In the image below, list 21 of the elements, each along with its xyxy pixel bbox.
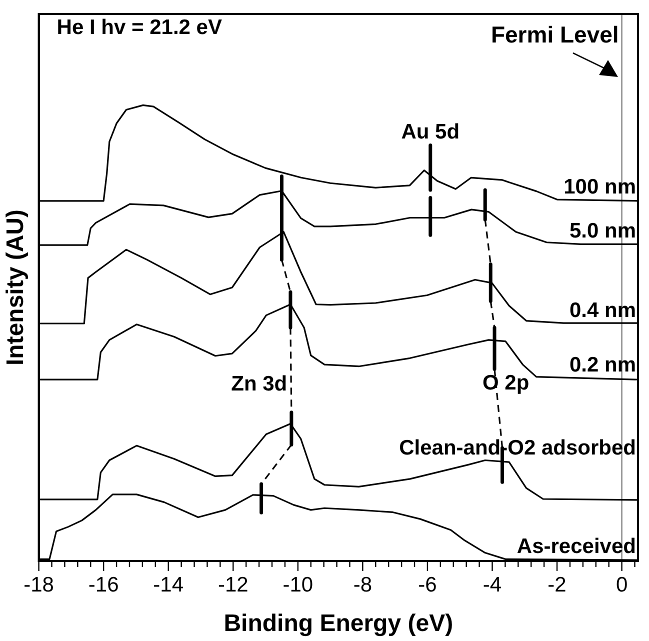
annotation: Zn 3d: [231, 372, 288, 396]
x-tick-label: -10: [282, 573, 314, 596]
x-tick-label: 0: [616, 573, 628, 596]
series-label: 0.2 nm: [569, 354, 636, 377]
x-axis-title: Binding Energy (eV): [224, 610, 454, 638]
x-tick-label: -8: [353, 573, 372, 596]
ref-line-label: Fermi Level: [490, 21, 619, 48]
x-tick-label: -2: [548, 573, 566, 596]
x-tick-label: -18: [24, 573, 54, 596]
x-tick-label: -12: [218, 573, 248, 596]
x-tick-label: -4: [482, 573, 502, 596]
annotation: Au 5d: [401, 120, 460, 144]
x-tick-label: -6: [418, 573, 437, 596]
series-label: As-received: [516, 535, 636, 558]
series-label: 100 nm: [564, 176, 636, 199]
x-tick-label: -16: [88, 573, 119, 596]
series-label: 0.4 nm: [569, 299, 636, 322]
text: He I hv = 21.2 eV: [56, 16, 222, 39]
series-label: 5.0 nm: [569, 219, 636, 242]
x-tick-label: -14: [153, 573, 184, 596]
y-axis-title: Intensity (AU): [2, 210, 30, 366]
